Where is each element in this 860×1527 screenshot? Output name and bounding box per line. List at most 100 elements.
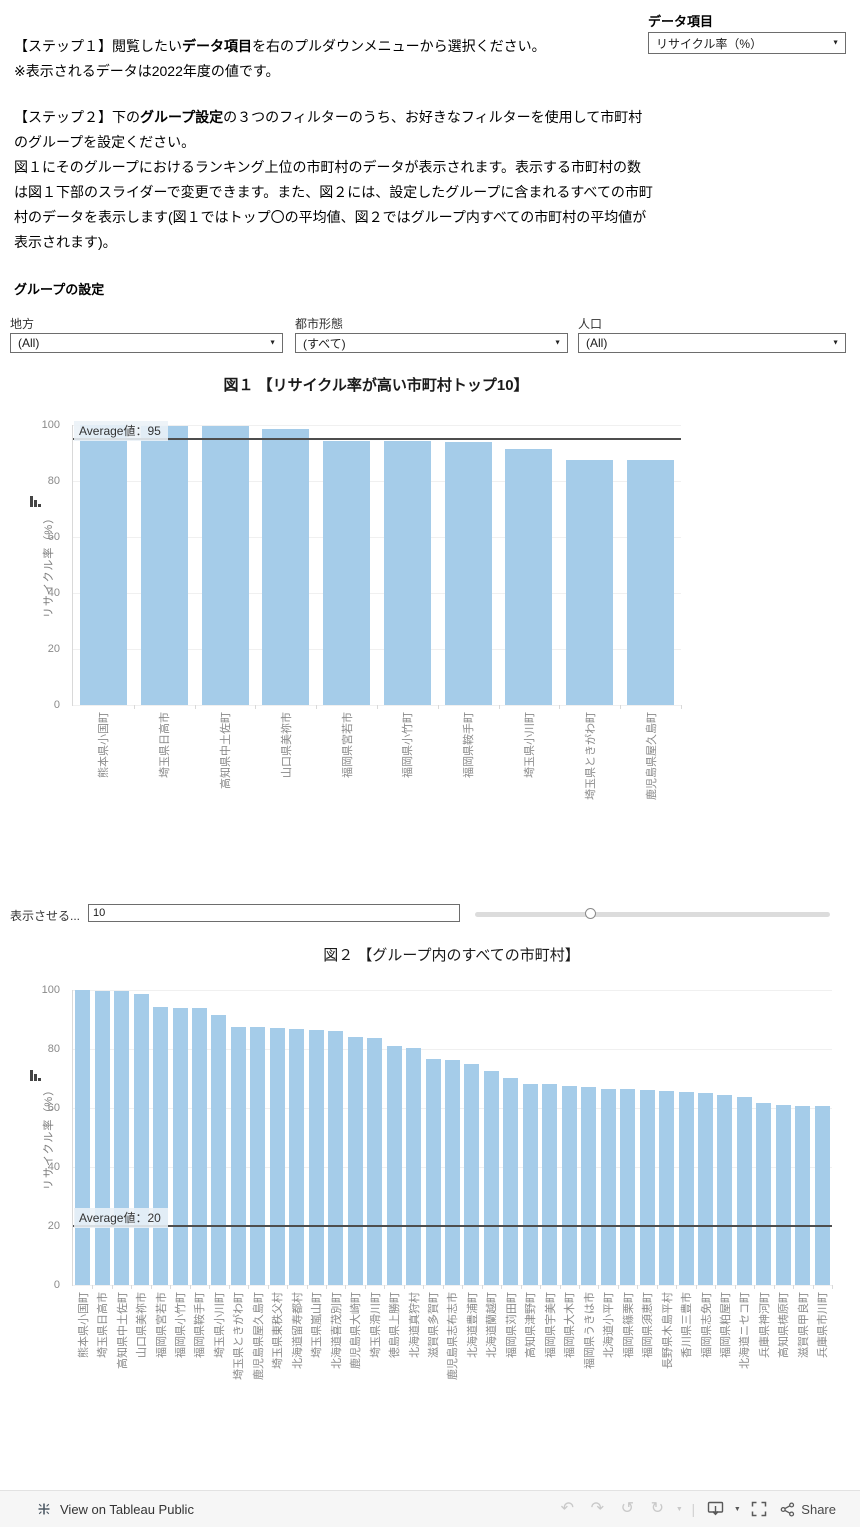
bar-北海道ニセコ町[interactable] [737, 1097, 752, 1285]
bar-埼玉県日高市[interactable] [95, 991, 110, 1285]
bar-兵庫県神河町[interactable] [756, 1103, 771, 1285]
bar-熊本県小国町[interactable] [75, 990, 90, 1285]
bar-埼玉県小川町[interactable] [505, 449, 552, 705]
bar-福岡県志免町[interactable] [698, 1093, 713, 1285]
bar-福岡県大木町[interactable] [562, 1086, 577, 1285]
bar-北海道蘭越町[interactable] [484, 1071, 499, 1285]
fullscreen-icon[interactable] [744, 1497, 774, 1521]
step2-detail: 図１にそのグループにおけるランキング上位の市町村のデータが表示されます。表示する… [14, 159, 653, 250]
x-tick-mark [813, 1285, 814, 1289]
x-axis-label: 福岡県須恵町 [642, 1292, 654, 1358]
bar-北海道留寿都村[interactable] [289, 1029, 304, 1285]
bar-鹿児島県志布志市[interactable] [445, 1060, 460, 1285]
bar-北海道真狩村[interactable] [406, 1048, 421, 1285]
chevron-down-icon[interactable]: ▼ [733, 1505, 741, 1513]
bar-福岡県粕屋町[interactable] [717, 1095, 732, 1285]
bar-埼玉県滑川町[interactable] [367, 1038, 382, 1285]
bar-北海道喜茂別町[interactable] [328, 1031, 343, 1285]
display-count-input[interactable] [88, 904, 460, 922]
refresh-icon[interactable]: ↻ [650, 1500, 664, 1517]
bar-福岡県うきは市[interactable] [581, 1087, 596, 1285]
gridline [73, 1285, 832, 1286]
tableau-logo-icon [36, 1501, 52, 1517]
gridline [73, 990, 832, 991]
bar-福岡県篠栗町[interactable] [620, 1089, 635, 1285]
bar-高知県津野町[interactable] [523, 1084, 538, 1285]
x-axis-label: 福岡県小竹町 [402, 712, 414, 778]
bar-山口県美祢市[interactable] [262, 429, 309, 705]
chevron-down-icon[interactable]: ▼ [675, 1505, 683, 1513]
x-tick-mark [255, 705, 256, 709]
bar-福岡県鞍手町[interactable] [445, 442, 492, 705]
bar-北海道小平町[interactable] [601, 1089, 616, 1285]
bar-兵庫県市川町[interactable] [815, 1106, 830, 1285]
x-tick-mark [268, 1285, 269, 1289]
bar-埼玉県ときがわ町[interactable] [566, 460, 613, 705]
undo-icon[interactable]: ↶ [560, 1500, 574, 1517]
y-tick-label: 20 [47, 1220, 60, 1232]
x-tick-mark [195, 705, 196, 709]
filter-region-dropdown[interactable]: (All) ▼ [10, 333, 283, 353]
chevron-down-icon: ▼ [832, 39, 839, 47]
filter-citytype-dropdown[interactable]: (すべて) ▼ [295, 333, 568, 353]
filter-population-dropdown[interactable]: (All) ▼ [578, 333, 846, 353]
bar-福岡県小竹町[interactable] [173, 1008, 188, 1285]
sort-icon[interactable] [30, 496, 41, 507]
bar-埼玉県日高市[interactable] [141, 426, 188, 705]
bar-北海道豊浦町[interactable] [464, 1064, 479, 1285]
x-tick-mark [170, 1285, 171, 1289]
x-axis-label: 兵庫県市川町 [817, 1292, 829, 1358]
bar-滋賀県甲良町[interactable] [795, 1106, 810, 1285]
bar-埼玉県小川町[interactable] [211, 1015, 226, 1285]
view-on-tableau-public[interactable]: View on Tableau Public [36, 1501, 194, 1517]
bar-埼玉県ときがわ町[interactable] [231, 1027, 246, 1285]
bar-埼玉県嵐山町[interactable] [309, 1030, 324, 1285]
bar-福岡県須恵町[interactable] [640, 1090, 655, 1285]
gridline [73, 537, 681, 538]
bar-高知県梼原町[interactable] [776, 1105, 791, 1285]
bar-福岡県小竹町[interactable] [384, 441, 431, 705]
display-count-slider[interactable] [475, 906, 830, 922]
bar-長野県木島平村[interactable] [659, 1091, 674, 1285]
x-axis-label: 兵庫県神河町 [759, 1292, 771, 1358]
bar-埼玉県東秩父村[interactable] [270, 1028, 285, 1285]
filter-region-value: (All) [18, 336, 40, 350]
bar-鹿児島県屋久島町[interactable] [627, 460, 674, 705]
bar-福岡県苅田町[interactable] [503, 1078, 518, 1285]
bar-山口県美祢市[interactable] [134, 994, 149, 1285]
sort-icon[interactable] [30, 1070, 41, 1081]
x-axis-label: 福岡県苅田町 [506, 1292, 518, 1358]
data-item-dropdown[interactable]: リサイクル率（%） ▼ [648, 32, 846, 54]
x-tick-mark [112, 1285, 113, 1289]
redo-icon[interactable]: ↷ [590, 1500, 604, 1517]
bar-福岡県鞍手町[interactable] [192, 1008, 207, 1285]
bar-高知県中土佐町[interactable] [114, 991, 129, 1285]
x-tick-mark [384, 1285, 385, 1289]
bar-熊本県小国町[interactable] [80, 425, 127, 705]
bar-鹿児島県大崎町[interactable] [348, 1037, 363, 1285]
x-tick-mark [190, 1285, 191, 1289]
x-tick-mark [438, 705, 439, 709]
bar-徳島県上勝町[interactable] [387, 1046, 402, 1285]
figure-2-y-axis: 100 80 60 40 20 0 [0, 984, 68, 1291]
x-tick-mark [151, 1285, 152, 1289]
gridline [73, 593, 681, 594]
bar-福岡県宮若市[interactable] [323, 441, 370, 705]
y-tick-label: 100 [41, 419, 60, 431]
bar-高知県中土佐町[interactable] [202, 426, 249, 705]
reset-icon[interactable]: ↺ [620, 1500, 634, 1517]
device-preview-icon[interactable] [700, 1497, 730, 1521]
bar-香川県三豊市[interactable] [679, 1092, 694, 1285]
filter-citytype-value: (すべて) [303, 336, 346, 351]
bar-鹿児島県屋久島町[interactable] [250, 1027, 265, 1285]
slider-handle[interactable] [585, 908, 597, 919]
bar-福岡県宮若市[interactable] [153, 1007, 168, 1285]
x-tick-mark [345, 1285, 346, 1289]
bar-福岡県宇美町[interactable] [542, 1084, 557, 1285]
bar-滋賀県多賀町[interactable] [426, 1059, 441, 1285]
slider-track[interactable] [475, 912, 830, 917]
x-axis-label: 福岡県うきは市 [584, 1292, 596, 1369]
x-tick-mark [501, 1285, 502, 1289]
share-button[interactable]: Share [780, 1502, 836, 1517]
x-axis-label: 埼玉県東秩父村 [272, 1292, 284, 1369]
